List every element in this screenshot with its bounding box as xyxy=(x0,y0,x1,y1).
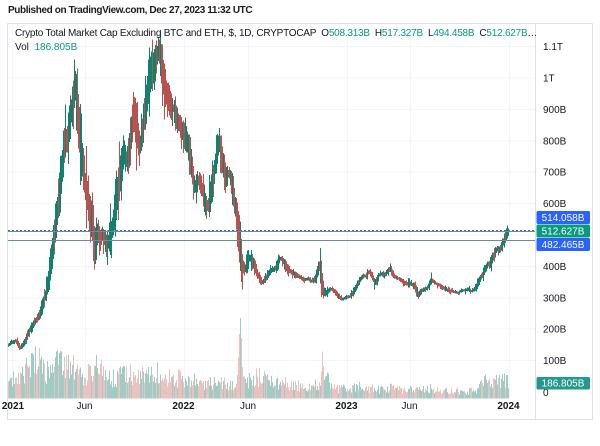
svg-text:2023: 2023 xyxy=(335,401,358,412)
svg-text:600B: 600B xyxy=(543,199,567,210)
svg-text:800B: 800B xyxy=(543,136,567,147)
svg-text:2022: 2022 xyxy=(172,401,195,412)
svg-text:1.1T: 1.1T xyxy=(543,42,563,53)
svg-text:100B: 100B xyxy=(543,356,567,367)
svg-text:2021: 2021 xyxy=(2,401,25,412)
svg-text:0: 0 xyxy=(543,388,549,399)
svg-text:Jun: Jun xyxy=(76,401,92,412)
svg-text:514.058B: 514.058B xyxy=(542,213,585,224)
svg-text:1T: 1T xyxy=(543,74,555,85)
svg-text:482.465B: 482.465B xyxy=(542,240,585,251)
svg-text:400B: 400B xyxy=(543,262,567,273)
svg-text:Jun: Jun xyxy=(401,401,417,412)
svg-text:Jun: Jun xyxy=(240,401,256,412)
svg-text:900B: 900B xyxy=(543,105,567,116)
svg-text:512.627B: 512.627B xyxy=(542,226,585,237)
svg-text:200B: 200B xyxy=(543,325,567,336)
svg-text:300B: 300B xyxy=(543,293,567,304)
svg-text:700B: 700B xyxy=(543,168,567,179)
svg-text:186.805B: 186.805B xyxy=(542,379,585,390)
svg-text:2024: 2024 xyxy=(497,401,520,412)
